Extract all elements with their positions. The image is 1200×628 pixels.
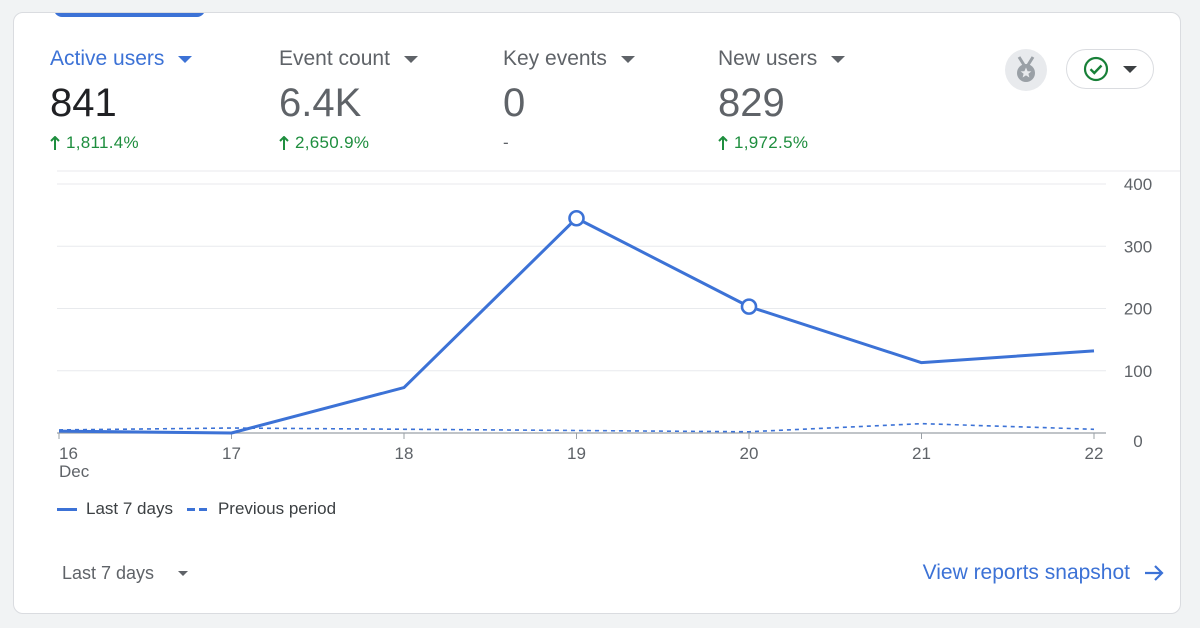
x-tick-label: 17	[222, 444, 241, 463]
x-tick-label: 20	[740, 444, 759, 463]
chevron-down-icon	[178, 571, 189, 576]
legend-label: Last 7 days	[86, 499, 173, 518]
y-tick-label: 0	[1133, 432, 1142, 451]
medal-icon	[1017, 56, 1035, 82]
data-point-marker	[568, 209, 585, 227]
view-link-label: View reports snapshot	[922, 561, 1130, 584]
insights-badge-button[interactable]	[1005, 49, 1047, 91]
metric-value: 841	[50, 81, 117, 125]
metric-change: 1,811.4%	[50, 133, 192, 153]
x-tick-label: 18	[395, 444, 414, 463]
metric-value: 6.4K	[279, 81, 362, 125]
arrow-up-icon	[50, 136, 60, 150]
legend-swatch-dashed	[186, 507, 209, 511]
y-tick-label: 100	[1124, 362, 1152, 381]
line-chart: 0 100 200 300 400 16 17 18 19 20 21 22 Dec	[57, 170, 1180, 481]
metric-change: 2,650.9%	[279, 133, 418, 153]
metric-label-row[interactable]: Event count	[279, 47, 418, 71]
x-tick-label: 21	[912, 444, 931, 463]
metric-key-events[interactable]: Key events 0 -	[503, 47, 635, 153]
metric-change: -	[503, 133, 635, 153]
arrow-up-icon	[718, 136, 728, 150]
date-range-label: Last 7 days	[62, 563, 155, 583]
arrow-up-icon	[279, 136, 289, 150]
metric-change: 1,972.5%	[718, 133, 845, 153]
y-tick-label: 400	[1124, 175, 1152, 194]
metric-change-value: 1,972.5%	[734, 133, 809, 152]
x-tick-label: 19	[567, 444, 586, 463]
legend-item-current: Last 7 days	[57, 499, 173, 519]
series-line-previous-period	[58, 422, 1095, 433]
overview-card: Active users 841 1,811.4% Event count 6.…	[13, 12, 1181, 614]
metric-label: Active users	[50, 47, 165, 70]
chevron-down-icon	[831, 55, 846, 63]
metric-label-row[interactable]: Active users	[50, 47, 193, 71]
metric-value: 829	[718, 81, 785, 125]
x-tick-sublabel: Dec	[59, 462, 90, 481]
series-line-last-7-days	[58, 216, 1095, 435]
y-tick-label: 300	[1124, 237, 1152, 256]
chart-legend: Last 7 days Previous period	[57, 499, 340, 519]
chevron-down-icon	[403, 55, 418, 63]
x-tick-label: 16	[59, 444, 78, 463]
metric-label: Event count	[279, 47, 390, 70]
view-reports-snapshot-link[interactable]: View reports snapshot	[923, 561, 1164, 585]
active-metric-indicator	[54, 13, 205, 17]
x-tick-label: 22	[1085, 444, 1104, 463]
legend-label: Previous period	[217, 499, 337, 518]
metric-label: Key events	[503, 47, 607, 70]
metric-label: New users	[718, 47, 818, 70]
metric-event-count[interactable]: Event count 6.4K 2,650.9%	[279, 47, 418, 153]
chevron-down-icon	[178, 55, 193, 63]
legend-item-previous: Previous period	[186, 499, 337, 519]
chevron-down-icon	[620, 55, 635, 63]
metric-active-users[interactable]: Active users 841 1,811.4%	[50, 47, 193, 153]
arrow-right-icon	[1145, 565, 1164, 581]
data-point-marker	[740, 298, 758, 315]
date-range-select[interactable]: Last 7 days	[62, 563, 189, 584]
metric-change-value: 1,811.4%	[66, 133, 139, 152]
metric-label-row[interactable]: Key events	[503, 47, 635, 71]
legend-swatch-solid	[57, 507, 77, 511]
metric-value: 0	[503, 81, 526, 125]
check-circle-icon	[1083, 56, 1109, 82]
chevron-down-icon	[1123, 65, 1137, 73]
metric-change-value: 2,650.9%	[295, 133, 370, 152]
y-tick-label: 200	[1124, 300, 1152, 319]
metric-label-row[interactable]: New users	[718, 47, 846, 71]
metric-change-value: -	[503, 133, 509, 152]
metric-new-users[interactable]: New users 829 1,972.5%	[718, 47, 846, 153]
data-quality-status-button[interactable]	[1066, 49, 1154, 89]
